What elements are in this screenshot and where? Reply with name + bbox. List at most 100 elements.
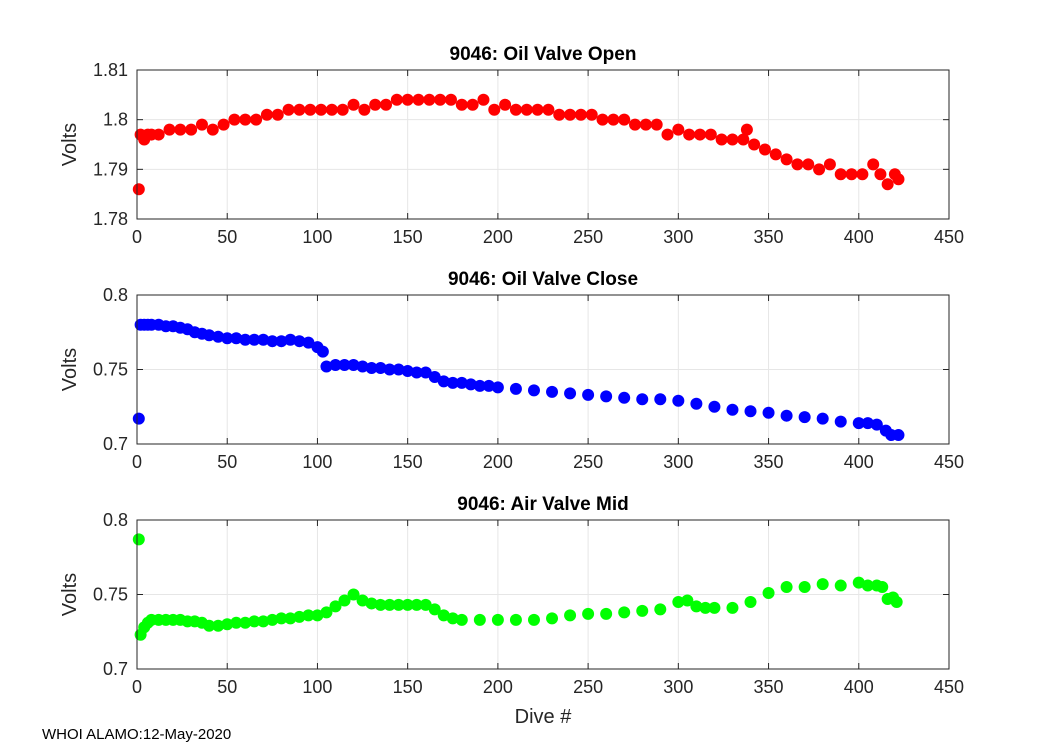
- data-point: [383, 363, 396, 376]
- data-point: [374, 598, 387, 611]
- data-point: [861, 579, 874, 592]
- data-point: [867, 158, 880, 171]
- data-point: [284, 333, 297, 346]
- data-point: [293, 610, 306, 623]
- data-point: [311, 609, 324, 622]
- data-point: [845, 168, 858, 181]
- data-point: [250, 113, 263, 126]
- x-tick-label: 200: [483, 677, 513, 697]
- data-point: [509, 382, 522, 395]
- data-point: [365, 597, 378, 610]
- data-point: [816, 412, 829, 425]
- data-point: [690, 397, 703, 410]
- data-point: [428, 370, 441, 383]
- data-point: [446, 612, 459, 625]
- data-point: [203, 329, 216, 342]
- x-tick-label: 450: [934, 677, 964, 697]
- data-point: [356, 594, 369, 607]
- data-point: [527, 384, 540, 397]
- data-point: [316, 345, 329, 358]
- data-point: [293, 103, 306, 116]
- data-point: [338, 359, 351, 372]
- data-point: [861, 417, 874, 430]
- data-point: [271, 108, 284, 121]
- chart-air-valve-mid: 0 50 100 150 200 250 300 350 400 450 0.7 0.75 0.8 904…: [59, 494, 964, 728]
- data-point: [423, 93, 436, 106]
- data-point: [564, 108, 577, 121]
- data-point: [708, 400, 721, 413]
- data-point: [744, 595, 757, 608]
- data-point: [365, 362, 378, 375]
- data-point: [491, 381, 504, 394]
- data-point: [284, 612, 297, 625]
- data-point: [315, 103, 328, 116]
- y-tick-label: 0.7: [103, 659, 128, 679]
- data-point: [762, 587, 775, 600]
- data-point: [582, 388, 595, 401]
- data-point: [293, 335, 306, 348]
- data-point: [852, 417, 865, 430]
- data-point: [798, 581, 811, 594]
- data-point: [392, 363, 405, 376]
- y-tick-label: 0.7: [103, 434, 128, 454]
- data-point: [564, 609, 577, 622]
- data-point: [629, 118, 642, 131]
- data-point: [412, 93, 425, 106]
- data-point: [737, 133, 750, 146]
- chart-title: 9046: Air Valve Mid: [457, 494, 628, 515]
- series-oil-valve-close: [132, 318, 905, 442]
- x-tick-label: 150: [393, 227, 423, 247]
- data-point: [419, 366, 432, 379]
- data-point: [708, 601, 721, 614]
- data-point: [744, 405, 757, 418]
- data-point: [329, 600, 342, 613]
- x-tick-label: 150: [393, 452, 423, 472]
- data-point: [482, 379, 495, 392]
- data-point: [892, 173, 905, 186]
- data-point: [488, 103, 501, 116]
- data-point: [726, 601, 739, 614]
- series-air-valve-mid: [132, 533, 903, 641]
- data-point: [654, 603, 667, 616]
- data-point: [466, 98, 479, 111]
- data-point: [239, 616, 252, 629]
- y-axis-label: Volts: [59, 573, 81, 616]
- data-point: [491, 613, 504, 626]
- x-tick-label: 250: [573, 227, 603, 247]
- data-point: [132, 412, 145, 425]
- data-point: [780, 153, 793, 166]
- data-point: [401, 93, 414, 106]
- data-point: [320, 606, 333, 619]
- data-point: [356, 360, 369, 373]
- data-point: [428, 603, 441, 616]
- x-tick-label: 150: [393, 677, 423, 697]
- data-point: [266, 335, 279, 348]
- data-point: [542, 103, 555, 116]
- x-tick-label: 200: [483, 227, 513, 247]
- data-point: [473, 613, 486, 626]
- x-tick-label: 0: [132, 452, 142, 472]
- data-point: [410, 366, 423, 379]
- chart-oil-valve-open: 0 50 100 150 200 250 300 350 400 450 1.78 1.79 1.8 1.…: [59, 44, 964, 247]
- data-point: [600, 607, 613, 620]
- data-point: [320, 360, 333, 373]
- y-axis-label: Volts: [59, 348, 81, 391]
- data-point: [230, 616, 243, 629]
- data-point: [693, 128, 706, 141]
- data-point: [672, 394, 685, 407]
- data-point: [338, 594, 351, 607]
- data-point: [275, 612, 288, 625]
- data-point: [582, 607, 595, 620]
- data-point: [152, 128, 165, 141]
- data-point: [758, 143, 771, 156]
- data-point: [206, 123, 219, 136]
- y-tick-label: 0.8: [103, 285, 128, 305]
- chart-title: 9046: Oil Valve Close: [448, 269, 638, 290]
- data-point: [553, 108, 566, 121]
- x-tick-label: 0: [132, 677, 142, 697]
- data-point: [419, 598, 432, 611]
- series-oil-valve-open: [132, 93, 905, 196]
- data-point: [455, 376, 468, 389]
- data-point: [890, 595, 903, 608]
- y-tick-label: 0.8: [103, 510, 128, 530]
